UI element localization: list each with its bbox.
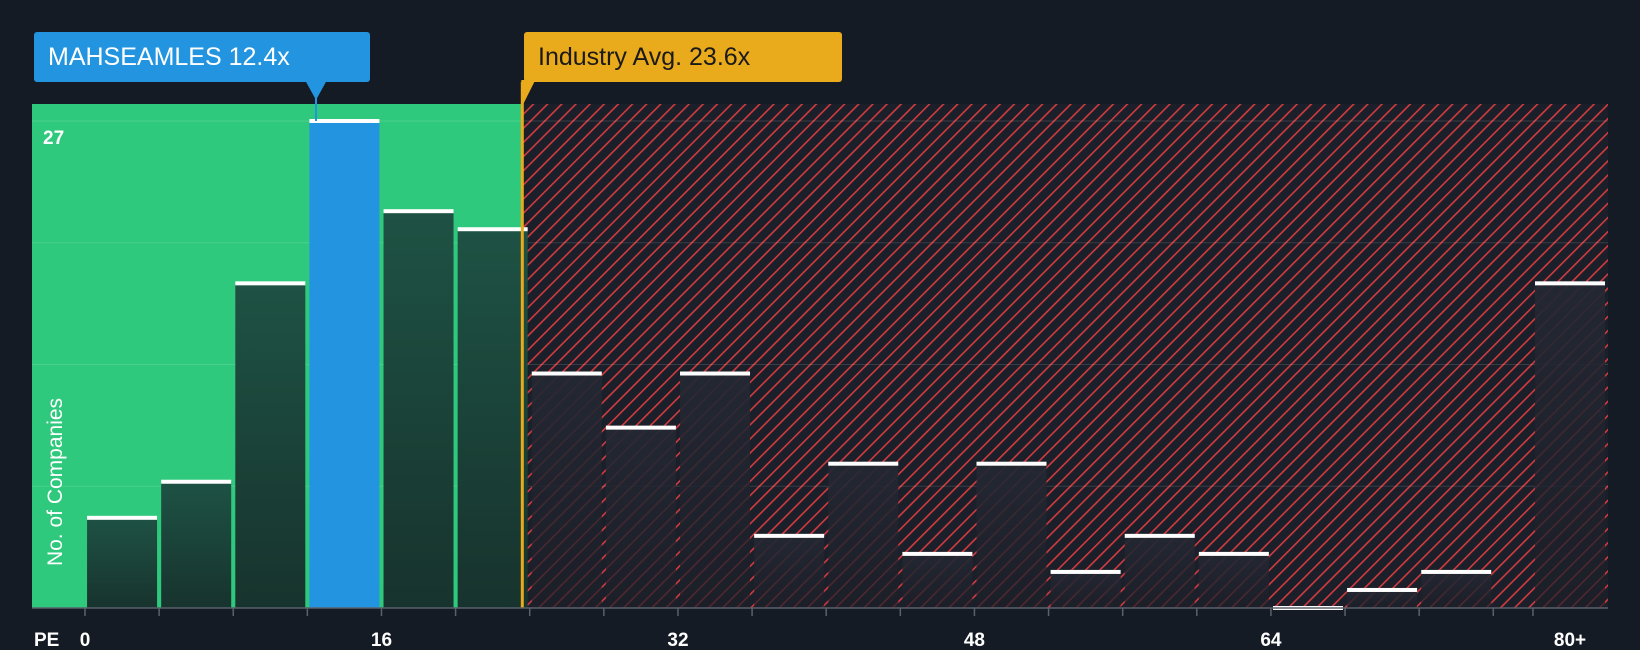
bar-cap — [1124, 533, 1195, 538]
bar-cap — [457, 227, 528, 232]
bar-cap — [531, 371, 602, 376]
bar-cap — [1198, 551, 1269, 556]
industry-avg-label: Industry Avg. 23.6x — [538, 43, 751, 71]
bar-cap — [754, 533, 825, 538]
bar-cap — [161, 479, 232, 484]
histogram-bar — [457, 229, 528, 608]
bar-cap — [1421, 569, 1492, 574]
bar-cap — [87, 515, 158, 520]
histogram-bar — [161, 481, 232, 608]
bar-cap — [1347, 587, 1418, 592]
histogram-bar — [1050, 571, 1121, 608]
histogram-bar — [680, 373, 751, 608]
histogram-bar — [1535, 283, 1605, 608]
industry-callout-pointer — [521, 80, 536, 108]
bar-cap — [235, 281, 306, 286]
bar-cap — [902, 551, 973, 556]
histogram-bar — [1124, 535, 1195, 608]
histogram-bar — [531, 373, 602, 608]
x-tick-label: 32 — [667, 630, 688, 650]
x-tick-label: 0 — [80, 630, 91, 650]
bar-cap — [828, 461, 899, 466]
x-tick-label: 64 — [1260, 630, 1282, 650]
histogram-bar — [976, 463, 1047, 608]
histogram-bar — [828, 463, 899, 608]
bar-cap — [383, 209, 454, 214]
y-max-tick-label: 27 — [43, 128, 64, 149]
company-callout-pointer — [305, 80, 327, 100]
histogram-bar — [1421, 571, 1492, 608]
company-pe-callout: MAHSEAMLES 12.4x — [34, 32, 370, 82]
histogram-bar — [87, 517, 158, 608]
bar-cap — [605, 425, 676, 430]
histogram-bar — [1198, 553, 1269, 608]
bar-cap — [976, 461, 1047, 466]
histogram-bar — [309, 121, 380, 608]
bar-cap — [1050, 569, 1121, 574]
bar-cap — [309, 119, 380, 123]
x-axis-label: PE — [34, 630, 59, 650]
x-tick-label: 80+ — [1554, 630, 1586, 650]
bar-cap — [1535, 281, 1605, 286]
histogram-bar — [1347, 589, 1418, 608]
histogram-bar — [605, 427, 676, 608]
industry-avg-callout: Industry Avg. 23.6x — [524, 32, 842, 82]
company-pe-label: MAHSEAMLES 12.4x — [48, 43, 290, 71]
x-tick-label: 48 — [964, 630, 985, 650]
histogram-bar — [383, 211, 454, 608]
histogram-bar — [754, 535, 825, 608]
histogram-bar — [235, 283, 306, 608]
x-tick-label: 16 — [371, 630, 392, 650]
y-axis-label: No. of Companies — [44, 398, 67, 566]
histogram-bar — [902, 553, 973, 608]
bar-cap — [680, 371, 751, 376]
